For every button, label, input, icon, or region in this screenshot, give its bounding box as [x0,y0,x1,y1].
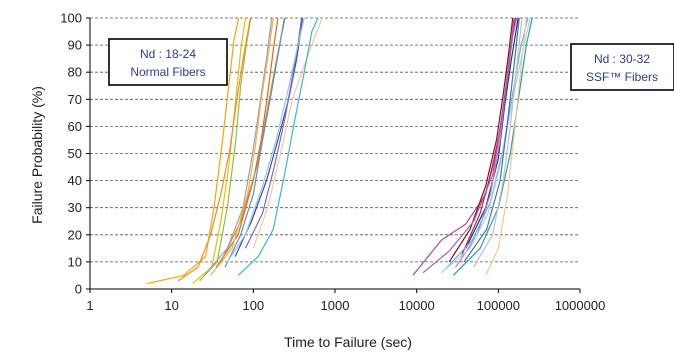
annotation-ssf-line1: Nd : 30-32 [594,52,650,66]
x-tick-label-10000: 10000 [399,298,435,313]
series-line-23 [485,17,527,276]
annotation-normal-line1: Nd : 18-24 [140,47,196,61]
x-tick-label-1000000: 1000000 [555,298,606,313]
series-line-20 [452,17,533,276]
y-tick-label-100: 100 [60,11,82,26]
x-axis-title: Time to Failure (sec) [284,334,412,350]
series-line-14 [210,17,274,276]
series-line-26 [422,17,515,274]
annotation-normal-line2: Normal Fibers [130,65,205,79]
series-line-6 [220,17,286,263]
y-tick-label-0: 0 [75,282,82,297]
annotation-ssf-box [570,43,674,91]
series-line-25 [473,17,523,268]
annotation-normal-box [108,38,228,86]
series-line-11 [252,17,323,249]
series-line-8 [224,17,285,268]
x-tick-label-100000: 100000 [477,298,520,313]
annotation-ssf-fibers: Nd : 30-32 SSF™ Fibers [570,43,674,91]
x-tick-label-1: 1 [86,298,93,313]
y-tick-label-70: 70 [68,92,82,107]
annotation-normal-fibers: Nd : 18-24 Normal Fibers [108,38,228,86]
series-line-7 [203,17,273,276]
series-line-24 [463,17,520,263]
x-tick-label-100: 100 [242,298,264,313]
y-tick-label-50: 50 [68,146,82,161]
series-line-13 [226,17,305,263]
y-tick-label-80: 80 [68,65,82,80]
series-line-16 [448,17,514,263]
y-tick-label-20: 20 [68,227,82,242]
annotation-ssf-line2: SSF™ Fibers [586,70,658,84]
y-tick-label-10: 10 [68,254,82,269]
y-tick-label-90: 90 [68,38,82,53]
series-line-12 [237,17,319,276]
y-axis-title: Failure Probability (%) [29,86,45,224]
data-series [146,17,533,285]
series-line-1 [146,17,240,285]
x-tick-label-1000: 1000 [321,298,350,313]
series-line-4 [177,17,251,282]
y-tick-label-30: 30 [68,200,82,215]
series-line-3 [199,17,252,282]
x-tick-label-10: 10 [164,298,178,313]
y-tick-label-40: 40 [68,173,82,188]
y-tick-label-60: 60 [68,119,82,134]
